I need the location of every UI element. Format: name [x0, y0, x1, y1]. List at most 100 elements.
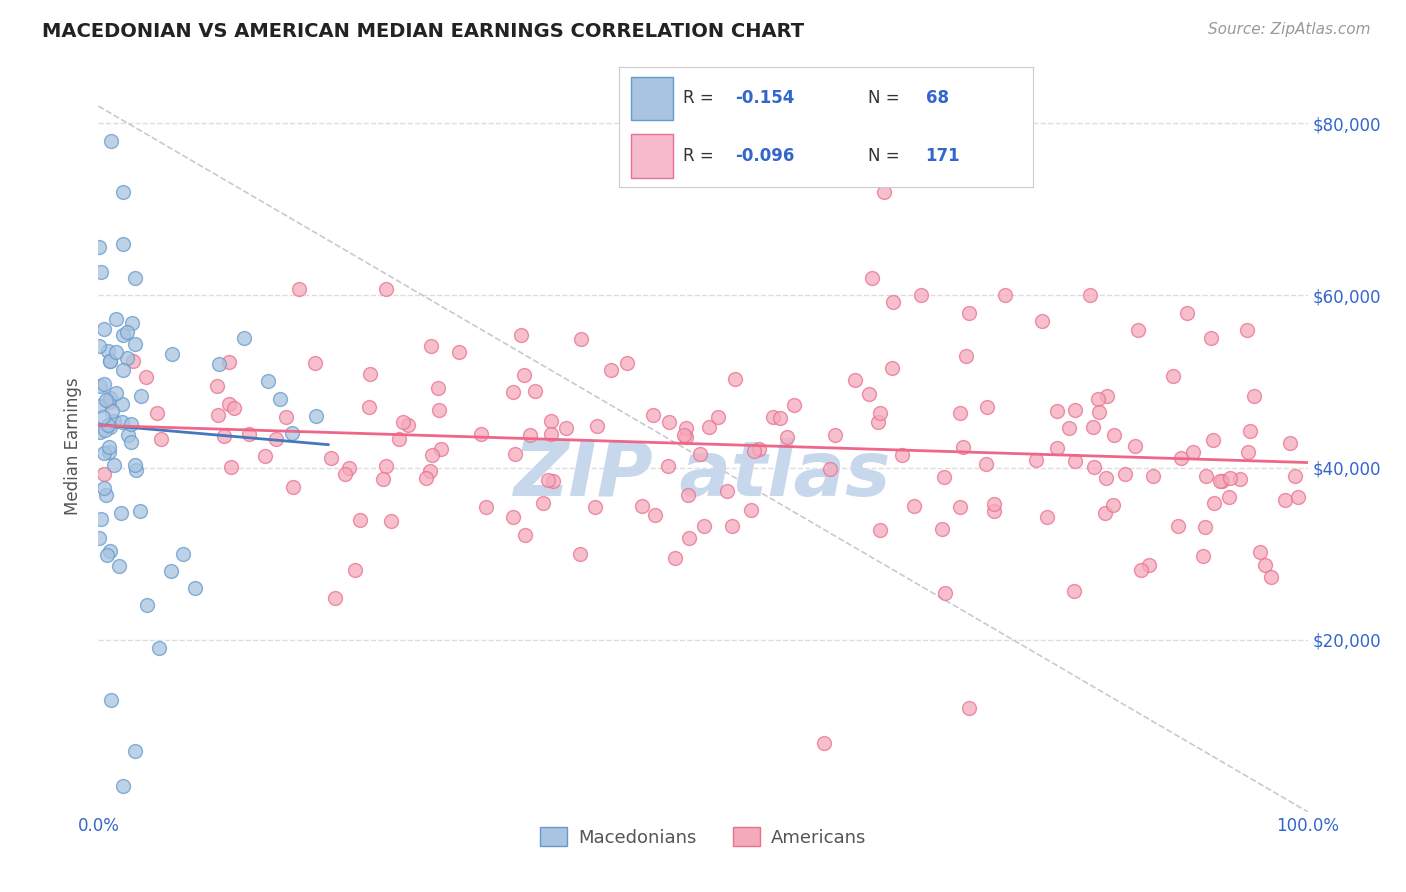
Point	[675, 421, 697, 435]
Point	[100, 693, 122, 707]
Point	[931, 523, 953, 537]
Point	[205, 379, 228, 393]
Point	[224, 401, 246, 415]
Point	[910, 288, 932, 302]
Text: -0.154: -0.154	[735, 89, 794, 107]
Point	[1218, 491, 1240, 505]
Point	[531, 496, 554, 510]
Text: ZIP atlas: ZIP atlas	[515, 438, 891, 512]
Text: 171: 171	[925, 147, 960, 165]
Point	[100, 134, 122, 148]
Point	[1104, 428, 1126, 442]
Point	[537, 473, 560, 487]
Point	[1137, 558, 1160, 572]
Point	[103, 458, 125, 473]
Point	[121, 354, 143, 368]
Point	[388, 432, 411, 446]
Point	[129, 389, 152, 403]
Point	[208, 357, 231, 371]
Point	[1046, 441, 1069, 455]
Point	[949, 500, 972, 515]
Point	[1279, 435, 1302, 450]
Point	[1175, 305, 1198, 319]
Point	[256, 375, 278, 389]
Point	[115, 351, 138, 365]
Point	[824, 428, 846, 442]
Point	[343, 563, 366, 577]
Point	[125, 463, 148, 477]
Point	[87, 339, 110, 353]
Point	[509, 327, 531, 342]
Point	[658, 415, 681, 429]
Point	[543, 474, 565, 488]
Point	[782, 398, 804, 412]
Bar	[631, 135, 672, 178]
Point	[420, 448, 443, 462]
Point	[375, 282, 398, 296]
Point	[1211, 475, 1233, 489]
Point	[266, 433, 288, 447]
Point	[1057, 421, 1080, 435]
Point	[675, 430, 697, 444]
Point	[357, 400, 380, 414]
Point	[1081, 420, 1104, 434]
Point	[697, 420, 720, 434]
Point	[281, 426, 304, 441]
Point	[1163, 369, 1185, 384]
Point	[1194, 520, 1216, 534]
Point	[96, 488, 118, 502]
Point	[776, 430, 799, 444]
Point	[844, 373, 866, 387]
Point	[673, 427, 696, 442]
Point	[373, 472, 395, 486]
Point	[221, 459, 243, 474]
Point	[98, 420, 121, 434]
Point	[813, 736, 835, 750]
Point	[1229, 472, 1251, 486]
Point	[957, 701, 980, 715]
Point	[1167, 519, 1189, 533]
Point	[117, 428, 139, 442]
Point	[105, 312, 128, 326]
Point	[337, 461, 360, 475]
Point	[98, 441, 121, 455]
Point	[1286, 491, 1309, 505]
Point	[519, 428, 541, 442]
Point	[101, 404, 124, 418]
Point	[212, 428, 235, 442]
Point	[1202, 496, 1225, 510]
Point	[1078, 288, 1101, 302]
Point	[207, 408, 229, 422]
Point	[540, 414, 562, 428]
Point	[91, 410, 114, 425]
Point	[583, 500, 606, 514]
Point	[1195, 469, 1218, 483]
Point	[391, 415, 413, 429]
Point	[87, 531, 110, 545]
Point	[724, 372, 747, 386]
Point	[110, 507, 132, 521]
Point	[93, 467, 115, 481]
Point	[475, 500, 498, 514]
Point	[90, 512, 112, 526]
Point	[994, 288, 1017, 302]
Point	[218, 355, 240, 369]
Point	[569, 547, 592, 561]
Point	[1284, 468, 1306, 483]
Bar	[631, 77, 672, 120]
Point	[111, 327, 134, 342]
Point	[304, 356, 326, 370]
Point	[1064, 454, 1087, 468]
Point	[104, 344, 127, 359]
Point	[1254, 558, 1277, 572]
Text: N =: N =	[868, 147, 904, 165]
Point	[1088, 405, 1111, 419]
Point	[957, 305, 980, 319]
Point	[93, 377, 115, 392]
Point	[111, 185, 134, 199]
Point	[554, 420, 576, 434]
Point	[110, 397, 132, 411]
Point	[124, 337, 146, 351]
Point	[124, 744, 146, 758]
Point	[1036, 510, 1059, 524]
